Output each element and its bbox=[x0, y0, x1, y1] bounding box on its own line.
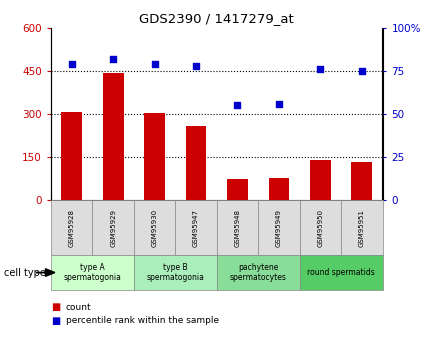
Text: GSM95947: GSM95947 bbox=[193, 209, 199, 247]
Bar bbox=[61, 111, 82, 200]
Text: GSM95951: GSM95951 bbox=[359, 209, 365, 247]
Text: count: count bbox=[66, 303, 91, 312]
Text: type B
spermatogonia: type B spermatogonia bbox=[146, 263, 204, 282]
Point bbox=[193, 63, 199, 68]
Text: GSM95928: GSM95928 bbox=[69, 209, 75, 247]
Point bbox=[110, 56, 116, 61]
Text: GSM95929: GSM95929 bbox=[110, 209, 116, 247]
Bar bbox=[227, 179, 248, 200]
Bar bbox=[269, 178, 289, 200]
Point bbox=[317, 66, 324, 72]
Point bbox=[68, 61, 75, 67]
Text: GSM95948: GSM95948 bbox=[235, 209, 241, 247]
Text: percentile rank within the sample: percentile rank within the sample bbox=[66, 316, 219, 325]
Point bbox=[358, 68, 365, 73]
Text: round spermatids: round spermatids bbox=[307, 268, 375, 277]
Text: type A
spermatogonia: type A spermatogonia bbox=[63, 263, 122, 282]
Title: GDS2390 / 1417279_at: GDS2390 / 1417279_at bbox=[139, 12, 294, 25]
Bar bbox=[103, 73, 124, 200]
Bar bbox=[144, 113, 165, 200]
Bar bbox=[310, 160, 331, 200]
Text: GSM95949: GSM95949 bbox=[276, 209, 282, 247]
Text: ■: ■ bbox=[51, 316, 60, 326]
Bar bbox=[186, 126, 207, 200]
Text: GSM95950: GSM95950 bbox=[317, 209, 323, 247]
Text: pachytene
spermatocytes: pachytene spermatocytes bbox=[230, 263, 286, 282]
Point bbox=[151, 61, 158, 67]
Text: cell type: cell type bbox=[4, 268, 46, 277]
Point bbox=[275, 101, 282, 106]
Bar bbox=[351, 162, 372, 200]
Text: ■: ■ bbox=[51, 302, 60, 312]
Text: GSM95930: GSM95930 bbox=[152, 209, 158, 247]
Point bbox=[234, 102, 241, 108]
